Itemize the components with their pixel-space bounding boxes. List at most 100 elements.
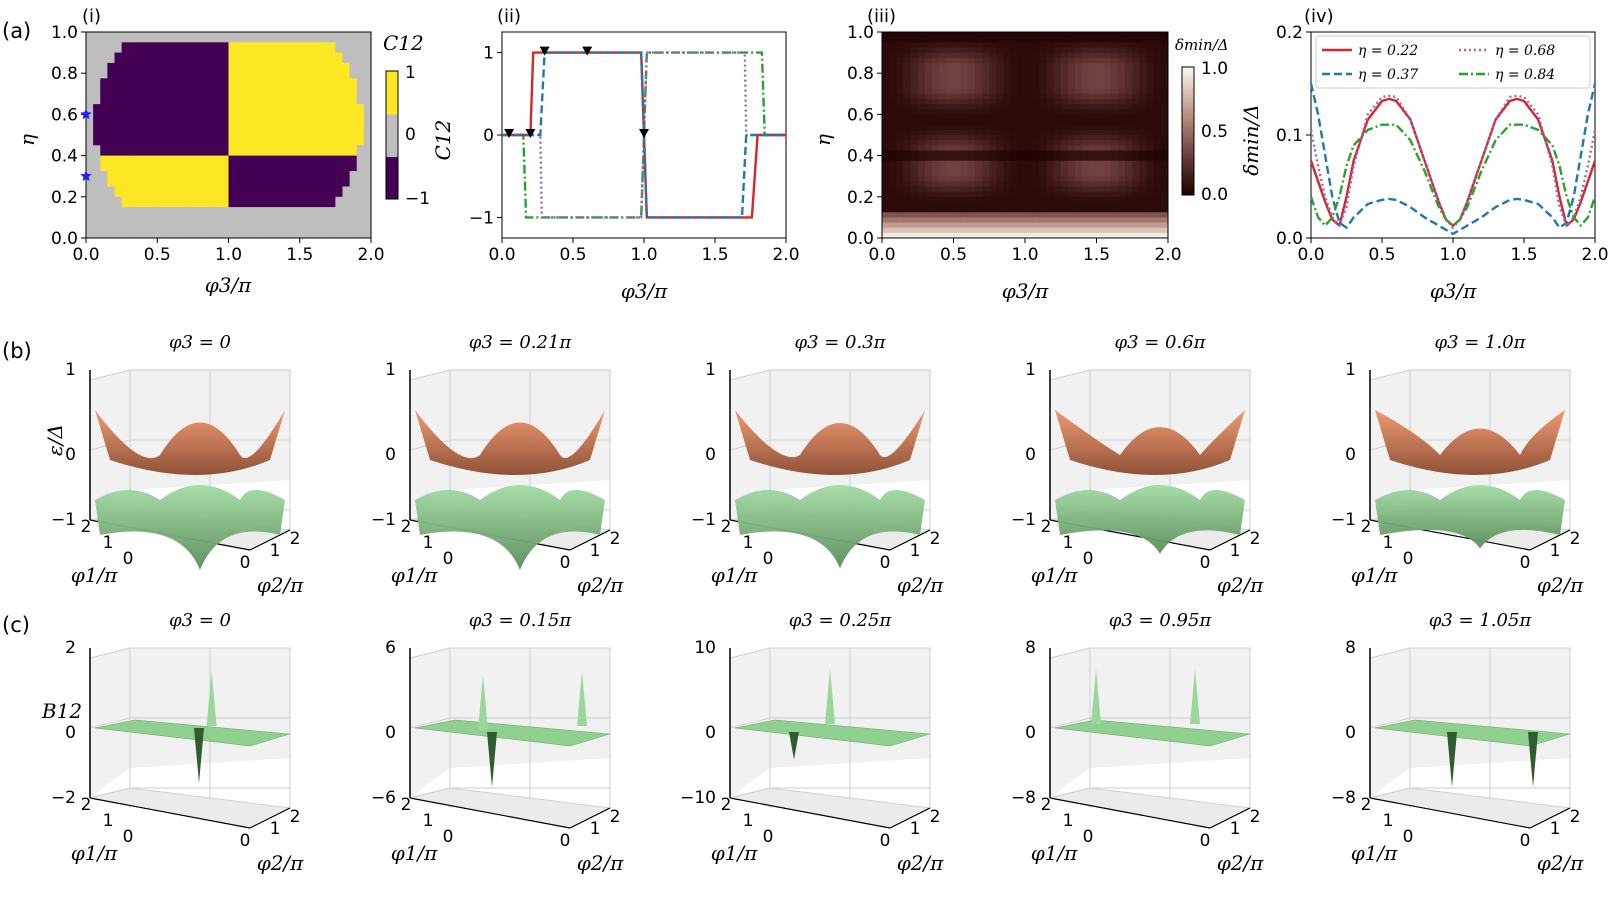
heatmap-cell: [221, 140, 229, 146]
heatmap-cell: [157, 104, 165, 110]
heatmap-cell: [917, 37, 926, 43]
heatmap-cell: [164, 68, 172, 74]
heatmap-cell: [157, 150, 165, 157]
heatmap-cell: [328, 73, 336, 79]
heatmap-cell: [917, 104, 926, 110]
heatmap-cell: [228, 119, 237, 126]
heatmap-cell: [157, 73, 165, 79]
ytick-label: 0.2: [847, 188, 874, 208]
heatmap-cell: [1089, 52, 1097, 59]
heatmap-cell: [1153, 150, 1162, 157]
heatmap-cell: [1067, 232, 1076, 239]
heatmap-cell: [192, 186, 201, 193]
heatmap-cell: [1039, 78, 1047, 84]
heatmap-cell: [242, 145, 251, 151]
heatmap-cell: [939, 88, 947, 95]
heatmap-cell: [363, 145, 372, 151]
heatmap-cell: [1067, 212, 1076, 218]
heatmap-cell: [185, 155, 194, 162]
heatmap-cell: [214, 93, 222, 100]
heatmap-cell: [207, 119, 215, 126]
heatmap-cell: [292, 88, 301, 95]
heatmap-cell: [171, 42, 180, 48]
heatmap-cell: [1096, 196, 1105, 203]
heatmap-cell: [989, 119, 997, 126]
heatmap-cell: [924, 201, 933, 208]
heatmap-cell: [932, 135, 940, 141]
heatmap-cell: [1125, 135, 1133, 141]
heatmap-cell: [100, 42, 108, 48]
heatmap-cell: [214, 83, 222, 90]
heatmap-cell: [1075, 88, 1083, 95]
heatmap-cell: [185, 83, 194, 90]
heatmap-cell: [889, 232, 897, 239]
heatmap-cell: [924, 140, 933, 146]
heatmap-cell: [1110, 47, 1119, 54]
heatmap-cell: [164, 88, 172, 95]
heatmap-cell: [953, 37, 962, 43]
heatmap-cell: [249, 227, 258, 234]
x-tick-label: 2: [930, 807, 941, 827]
heatmap-cell: [292, 207, 301, 213]
heatmap-cell: [356, 207, 365, 213]
heatmap-cell: [1053, 62, 1062, 69]
heatmap-cell: [271, 155, 279, 162]
y-axis-label: φ1/π: [391, 841, 438, 865]
heatmap-cell: [185, 98, 194, 105]
heatmap-cell: [121, 93, 130, 100]
heatmap-cell: [882, 47, 890, 54]
heatmap-cell: [285, 78, 294, 84]
heatmap-cell: [306, 52, 315, 59]
heatmap-cell: [257, 83, 265, 90]
ytick-label: 0.1: [1276, 126, 1303, 146]
heatmap-cell: [121, 155, 130, 162]
heatmap-cell: [1132, 93, 1140, 100]
heatmap-cell: [939, 186, 947, 193]
heatmap-cell: [1139, 145, 1148, 151]
heatmap-cell: [1025, 232, 1033, 239]
heatmap-cell: [93, 57, 101, 64]
heatmap-cell: [150, 57, 158, 64]
heatmap-cell: [924, 232, 933, 239]
heatmap-cell: [221, 83, 229, 90]
sub-label-iv: (iv): [1304, 6, 1334, 27]
heatmap-cell: [264, 47, 272, 54]
heatmap-cell: [342, 176, 351, 182]
heatmap-cell: [335, 150, 343, 157]
heatmap-cell: [1110, 109, 1119, 115]
heatmap-cell: [107, 135, 115, 141]
a-iii-ylabel: η: [811, 134, 835, 146]
heatmap-cell: [1053, 181, 1062, 187]
heatmap-cell: [200, 222, 208, 229]
heatmap-cell: [214, 232, 222, 239]
heatmap-cell: [349, 119, 358, 126]
heatmap-cell: [1139, 232, 1148, 239]
heatmap-cell: [285, 114, 294, 121]
heatmap-cell: [143, 37, 151, 43]
heatmap-cell: [271, 222, 279, 229]
heatmap-cell: [953, 160, 962, 167]
heatmap-cell: [967, 47, 976, 54]
heatmap-cell: [1053, 135, 1062, 141]
heatmap-cell: [1082, 155, 1090, 162]
heatmap-cell: [939, 181, 947, 187]
heatmap-cell: [1025, 212, 1033, 218]
heatmap-cell: [960, 52, 969, 59]
heatmap-cell: [1003, 217, 1012, 224]
heatmap-cell: [1146, 145, 1155, 151]
heatmap-cell: [1046, 165, 1055, 172]
heatmap-cell: [86, 119, 94, 126]
heatmap-cell: [917, 145, 926, 151]
heatmap-cell: [1103, 114, 1112, 121]
heatmap-cell: [349, 73, 358, 79]
heatmap-cell: [903, 155, 912, 162]
heatmap-cell: [974, 129, 983, 136]
heatmap-cell: [93, 155, 101, 162]
heatmap-cell: [171, 181, 180, 187]
heatmap-cell: [953, 232, 962, 239]
heatmap-cell: [192, 150, 201, 157]
heatmap-cell: [207, 155, 215, 162]
heatmap-cell: [946, 88, 954, 95]
heatmap-cell: [1096, 129, 1105, 136]
